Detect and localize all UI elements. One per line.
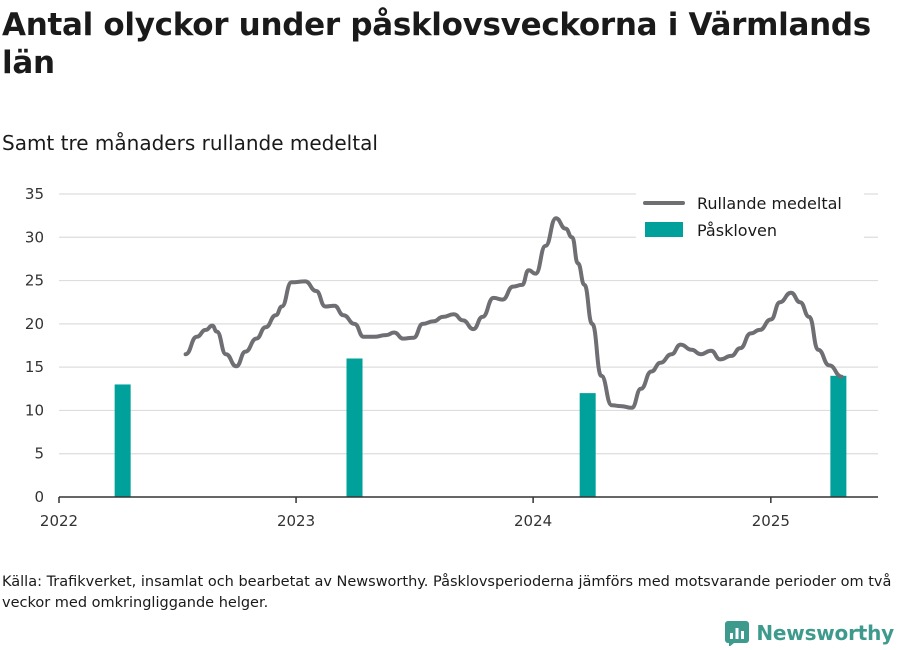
y-axis: 0 5 10 15 20 25 30 35 — [25, 185, 44, 506]
legend-bar-swatch — [645, 222, 683, 237]
x-tick-label-2024: 2024 — [514, 512, 552, 530]
grid-lines — [59, 193, 878, 455]
y-tick-label-20: 20 — [25, 315, 44, 333]
chart-title: Antal olyckor under påsklovsveckorna i V… — [2, 7, 871, 81]
bar-paskloven-3 — [579, 393, 596, 497]
x-tick-label-2023: 2023 — [277, 512, 315, 530]
y-tick-label-0: 0 — [34, 488, 44, 506]
y-tick-label-25: 25 — [25, 272, 44, 290]
legend: Rullande medeltal Påskloven — [636, 190, 864, 246]
y-tick-label-30: 30 — [25, 228, 44, 246]
x-tick-label-2022: 2022 — [40, 512, 78, 530]
y-tick-label-5: 5 — [34, 445, 44, 463]
line-series — [183, 216, 844, 410]
y-tick-label-15: 15 — [25, 358, 44, 376]
line-rullande-medeltal — [183, 216, 844, 410]
x-tick-label-2025: 2025 — [752, 512, 790, 530]
bar-series — [114, 358, 847, 497]
chart-subtitle: Samt tre månaders rullande medeltal — [2, 131, 378, 155]
brand-name: Newsworthy — [756, 621, 894, 645]
bar-paskloven-4 — [830, 375, 847, 497]
bar-paskloven-2 — [346, 358, 363, 497]
source-note: Källa: Trafikverket, insamlat och bearbe… — [2, 574, 892, 611]
brand-logo: Newsworthy — [724, 620, 894, 646]
bar-paskloven-1 — [114, 384, 131, 497]
y-tick-label-35: 35 — [25, 185, 44, 203]
legend-label-rolling-average: Rullande medeltal — [697, 194, 842, 213]
x-axis: 2022 2023 2024 2025 — [40, 496, 878, 530]
y-tick-label-10: 10 — [25, 401, 44, 419]
legend-label-easter-break: Påskloven — [697, 221, 777, 240]
newsworthy-logo-icon — [725, 621, 750, 646]
